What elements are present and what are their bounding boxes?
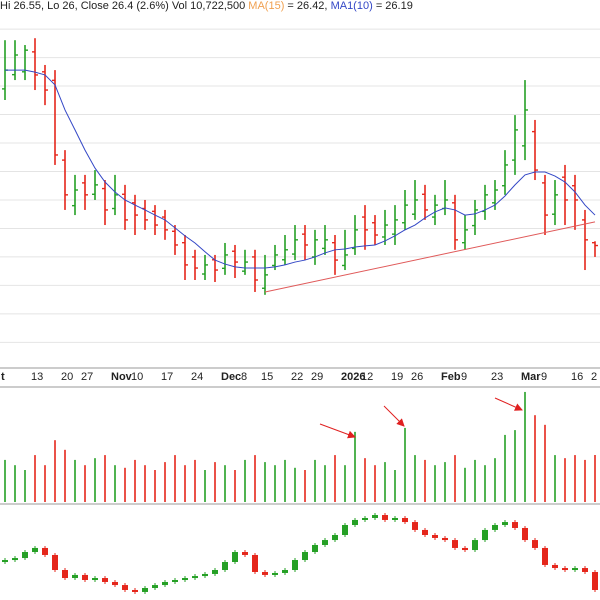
candle-body [162,581,168,586]
header: Hi 26.55, Lo 26, Close 26.4 (2.6%) Vol 1… [0,0,413,12]
candle-body [232,552,238,562]
candle-body [132,589,138,592]
candle-body [462,547,468,551]
candle-body [512,522,518,528]
x-tick-label: t [1,371,5,383]
candle-body [542,547,548,565]
x-tick-label: 19 [391,371,403,383]
x-tick-label: Dec [221,371,241,383]
candle-body [72,574,78,579]
candle-body [62,570,68,579]
ma15-value: = 26.42, [287,0,327,12]
candle-body [332,535,338,541]
x-tick-label: 2026 [341,371,365,383]
candle-body [32,547,38,553]
x-tick-label: 24 [191,371,203,383]
candle-body [292,560,298,571]
x-tick-label: 12 [361,371,373,383]
candle-body [422,529,428,535]
candle-body [202,573,208,577]
ma10-value: = 26.19 [376,0,413,12]
x-tick-label: 15 [261,371,273,383]
x-tick-label: 27 [81,371,93,383]
candle-body [242,552,248,555]
x-tick-label: Feb [441,371,461,383]
x-tick-label: 13 [31,371,43,383]
candle-body [282,570,288,573]
arrow [319,423,356,439]
x-tick-label: 2 [591,371,597,383]
candle-body [252,554,258,572]
candle-body [592,571,598,590]
candle-body [522,527,528,541]
candle-body [382,515,388,520]
candle-body [262,571,268,575]
x-tick-label: 8 [241,371,247,383]
candle-body [442,537,448,541]
candle-body [22,552,28,559]
candle-body [312,544,318,553]
trend-line [264,221,596,293]
candle-body [172,580,178,582]
candle-body [42,547,48,555]
arrow [383,405,405,427]
candle-body [572,568,578,571]
candle-body [412,522,418,530]
x-tick-label: 23 [491,371,503,383]
candle-body [342,525,348,535]
x-tick-label: 17 [161,371,173,383]
x-tick-label: 22 [291,371,303,383]
x-tick-label: 9 [541,371,547,383]
candle-body [122,585,128,590]
candle-body [432,535,438,538]
candle-body [182,578,188,581]
x-tick-label: Mar [521,371,541,383]
candle-body [452,540,458,548]
ma15-label: MA(15) [248,0,284,12]
candle-body [102,578,108,582]
candle-body [362,517,368,520]
candle-body [492,525,498,530]
candle-body [82,574,88,580]
candle-body [482,529,488,541]
candle-body [272,572,278,575]
candle-body [212,570,218,574]
x-tick-label: Nov [111,371,133,383]
candle-body [92,578,98,581]
candle-body [392,517,398,520]
candle-body [112,581,118,586]
candle-body [552,564,558,569]
candle-body [372,515,378,518]
arrow [494,397,523,411]
candle-body [52,554,58,571]
header-stats: Hi 26.55, Lo 26, Close 26.4 (2.6%) Vol 1… [0,0,245,12]
candle-body [582,568,588,572]
ma10-label: MA1(10) [331,0,373,12]
candle-body [322,540,328,545]
candle-body [302,552,308,561]
x-tick-label: 20 [61,371,73,383]
candle-body [192,576,198,579]
candle-body [502,522,508,526]
candle-body [12,558,18,561]
candle-body [152,585,158,589]
candle-body [142,588,148,592]
moving-average-line [5,69,596,269]
x-tick-label: 16 [571,371,583,383]
candle-body [532,540,538,548]
x-tick-label: 29 [311,371,323,383]
candle-body [222,562,228,571]
candle-body [352,519,358,526]
x-tick-label: 9 [461,371,467,383]
candle-body [562,568,568,571]
candle-body [402,517,408,523]
candle-body [2,560,8,563]
candle-body [472,540,478,551]
x-tick-label: 10 [131,371,143,383]
x-tick-label: 26 [411,371,423,383]
